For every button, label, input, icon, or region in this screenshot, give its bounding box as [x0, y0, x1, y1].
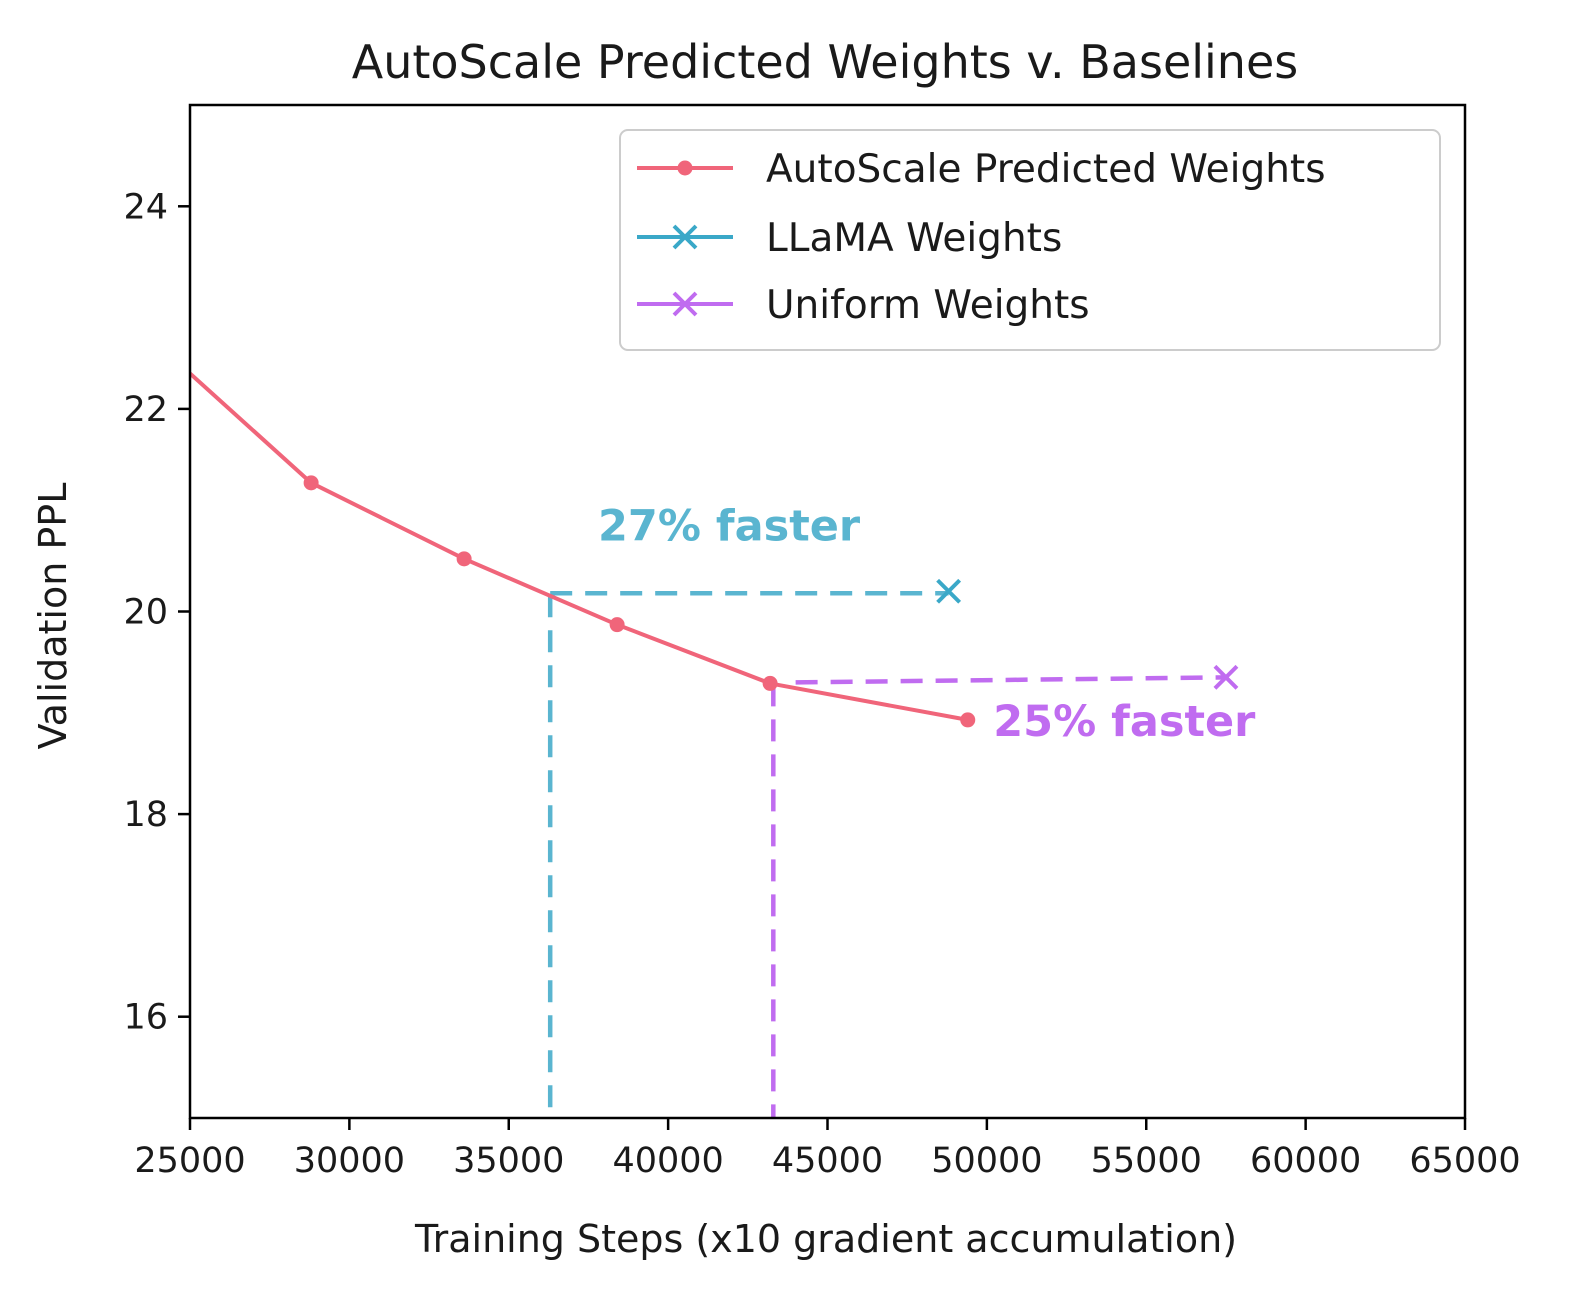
- data-point: [303, 475, 319, 491]
- series-line-0: [190, 371, 969, 722]
- data-point: [762, 675, 778, 691]
- data-point: [960, 712, 976, 728]
- x-tick-label: 45000: [772, 1141, 883, 1181]
- legend-swatch-marker: [677, 160, 693, 176]
- axis-ticks: 25000 30000 35000 40000 45000 50000 55000 60000…: [123, 187, 1520, 1181]
- legend-box: [619, 129, 1441, 351]
- data-point: [456, 551, 472, 567]
- legend-label: AutoScale Predicted Weights: [766, 147, 1326, 192]
- reference-line-horizontal-1: [795, 675, 1226, 685]
- legend-swatch-marker-stroke-b: [672, 224, 698, 250]
- data-point-x-marker: [936, 578, 962, 604]
- data-point-x-marker-stroke-b: [936, 578, 962, 604]
- legend-swatch-marker: [672, 224, 698, 250]
- legend: AutoScale Predicted Weights LLaMA Weights…: [619, 129, 1441, 351]
- x-tick-label: 30000: [294, 1141, 405, 1181]
- legend-label: LLaMA Weights: [766, 216, 1062, 261]
- x-tick-label: 65000: [1409, 1141, 1520, 1181]
- y-axis-label: Validation PPL: [31, 483, 75, 750]
- annotation-label: 25% faster: [993, 697, 1256, 747]
- data-point-x-marker-stroke-b: [1213, 664, 1239, 690]
- data-point: [609, 617, 625, 633]
- y-tick-label: 16: [123, 998, 168, 1038]
- legend-swatch-marker-stroke-b: [672, 291, 698, 317]
- y-tick-label: 20: [123, 593, 168, 633]
- x-axis-label: Training Steps (x10 gradient accumulatio…: [414, 1217, 1237, 1261]
- x-tick-label: 25000: [134, 1141, 245, 1181]
- x-tick-label: 55000: [1091, 1141, 1202, 1181]
- legend-swatch-marker: [672, 291, 698, 317]
- x-tick-label: 60000: [1250, 1141, 1361, 1181]
- chart-title: AutoScale Predicted Weights v. Baselines: [352, 35, 1298, 89]
- legend-label: Uniform Weights: [766, 283, 1090, 328]
- y-tick-label: 24: [123, 187, 168, 227]
- x-tick-label: 40000: [612, 1141, 723, 1181]
- plot-area: [188, 103, 1467, 1120]
- data-point-x-marker: [1213, 664, 1239, 690]
- y-tick-label: 22: [123, 390, 168, 430]
- annotation-label: 27% faster: [598, 502, 861, 552]
- y-tick-label: 18: [123, 795, 168, 835]
- annotations: 27% faster 25% faster: [598, 502, 1256, 748]
- x-tick-label: 50000: [931, 1141, 1042, 1181]
- x-tick-label: 35000: [453, 1141, 564, 1181]
